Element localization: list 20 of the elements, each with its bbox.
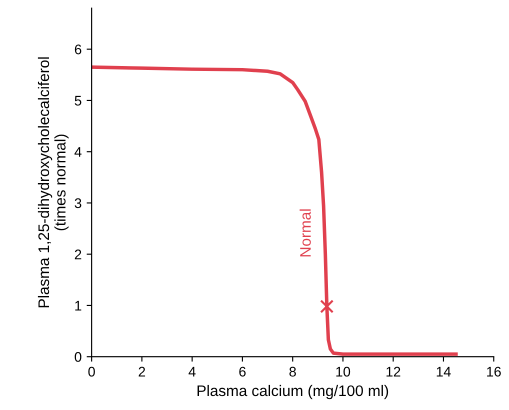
y-tick-label: 0 bbox=[74, 352, 82, 362]
x-tick-label: 2 bbox=[138, 366, 146, 376]
x-tick-label: 12 bbox=[386, 366, 400, 376]
x-tick-label: 8 bbox=[289, 366, 296, 377]
annotation: Normal bbox=[300, 209, 311, 256]
y-tick-label: 4 bbox=[74, 147, 82, 157]
y-axis-title: Plasma 1,25-dihydroxycholecalciferol (times normal) bbox=[38, 57, 69, 308]
x-tick-label: 4 bbox=[188, 366, 196, 376]
y-tick-label: 5 bbox=[74, 96, 82, 106]
y-tick-label: 3 bbox=[74, 198, 82, 208]
y-tick-label: 2 bbox=[74, 250, 82, 260]
x-axis-title: Plasma calcium (mg/100 ml) bbox=[198, 384, 388, 400]
x-tick-label: 10 bbox=[336, 366, 350, 377]
line-series bbox=[92, 65, 458, 356]
x-tick-label: 16 bbox=[487, 366, 501, 377]
y-tick-label: 1 bbox=[75, 300, 82, 310]
x-tick-label: 0 bbox=[88, 366, 95, 377]
x-tick-label: 6 bbox=[239, 366, 246, 377]
x-tick-label: 14 bbox=[436, 366, 451, 376]
y-tick-label: 6 bbox=[74, 44, 82, 54]
